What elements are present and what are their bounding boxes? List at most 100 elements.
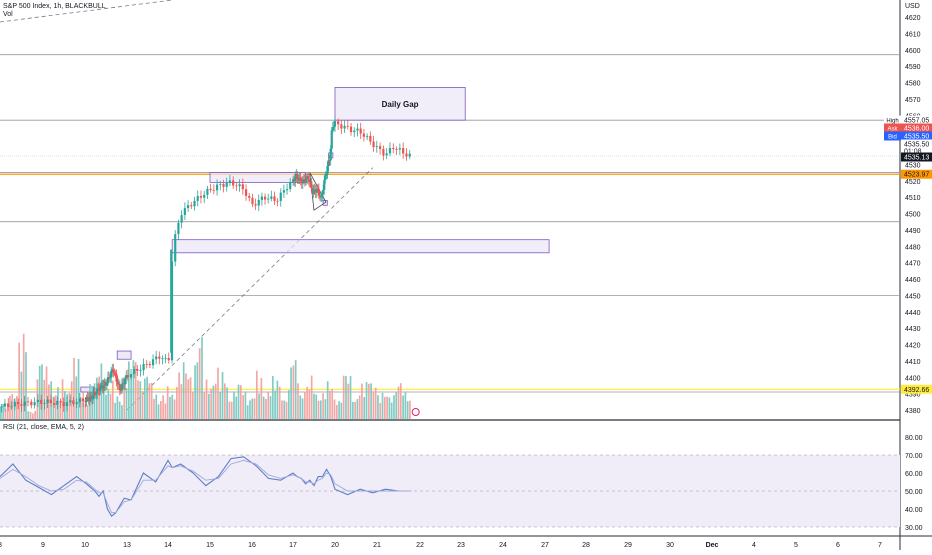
price-tick-label: 4580 [905, 81, 921, 88]
candle-body [267, 198, 270, 200]
candle-body [46, 399, 49, 404]
candle-body [53, 403, 56, 405]
volume-bar [82, 402, 84, 419]
volume-bar [189, 377, 192, 419]
volume-bar [349, 376, 352, 419]
volume-bar [198, 348, 201, 419]
candle-body [85, 397, 88, 402]
currency-label[interactable]: USD [905, 3, 920, 10]
volume-bar [406, 401, 409, 419]
alert-marker-icon[interactable] [411, 408, 420, 416]
price-tick-label: 4450 [905, 293, 921, 300]
volume-bar [107, 389, 110, 419]
candle-body [241, 184, 244, 190]
candle-body [164, 358, 167, 359]
volume-bar [150, 383, 153, 419]
daily-gap-label: Daily Gap [382, 100, 419, 109]
volume-bar [207, 393, 210, 419]
candle-body [23, 401, 26, 406]
volume-bar [329, 390, 331, 419]
volume-bar [155, 394, 158, 419]
candle-body [36, 399, 40, 403]
volume-bar [102, 379, 105, 419]
ask-tag-bg[interactable] [901, 123, 932, 133]
high-tag-bg[interactable] [901, 115, 932, 125]
candle-body [319, 196, 323, 198]
time-tick-label: 5 [794, 542, 798, 549]
candle-body [17, 401, 20, 405]
close-tag-bg[interactable] [901, 152, 932, 162]
volume-bar [36, 379, 39, 419]
volume-bar [84, 403, 87, 419]
price-tick-label: 4620 [905, 15, 921, 22]
small-zone[interactable] [80, 386, 94, 393]
rsi-line [0, 456, 412, 518]
zone-rect[interactable] [334, 87, 466, 121]
zone-rect[interactable] [209, 172, 306, 183]
candle-body [49, 399, 53, 404]
candle-body [369, 135, 372, 142]
volume-bar [118, 401, 121, 419]
volume-bar [285, 401, 288, 419]
volume-bar [395, 392, 398, 419]
orange-level-tag-bg[interactable] [901, 169, 932, 179]
candle-body [232, 180, 235, 186]
volume-bar [319, 400, 322, 419]
volume-bar [249, 400, 251, 419]
candle-body [378, 146, 382, 149]
candle-body [203, 194, 206, 198]
volume-bar [239, 385, 242, 419]
volume-bar [77, 359, 80, 419]
candle-body [257, 199, 260, 206]
volume-bar [221, 372, 224, 419]
candle-body [273, 196, 276, 201]
volume-bar [303, 391, 306, 419]
volume-bar [79, 397, 82, 419]
price-tick-label: 4400 [905, 375, 921, 382]
rsi-tick-label: 50.00 [905, 489, 923, 496]
price-tick-label: 4460 [905, 277, 921, 284]
volume-bar [52, 396, 55, 419]
volume-bar [127, 361, 130, 419]
candle-body [349, 126, 353, 133]
candle-body [289, 181, 292, 190]
volume-bar [148, 383, 151, 419]
candle-body [294, 177, 297, 182]
zone-rect[interactable] [171, 239, 550, 254]
time-tick-label: Dec [706, 542, 719, 549]
time-tick-label: 20 [331, 542, 339, 549]
volume-bar [383, 396, 386, 419]
volume-bar [45, 366, 48, 419]
countdown-tag-bg[interactable] [901, 146, 932, 156]
volume-bar [333, 399, 336, 419]
time-tick-label: 30 [666, 542, 674, 549]
volume-bar [143, 378, 146, 419]
yellow-level-tag-bg[interactable] [901, 384, 932, 394]
candle-body [356, 128, 359, 131]
price-tick-label: 4520 [905, 179, 921, 186]
volume-bar [59, 402, 62, 419]
small-zone[interactable] [116, 350, 132, 360]
volume-bar [187, 379, 190, 419]
candle-body [353, 130, 356, 133]
candle-body [110, 371, 113, 378]
candle-body [75, 402, 78, 405]
volume-bar [351, 401, 354, 419]
candle-body [408, 153, 411, 157]
rsi-line [0, 459, 412, 514]
volume-bar [404, 392, 407, 419]
candle-body [402, 148, 405, 154]
bid-tag-bg[interactable] [901, 131, 932, 141]
price-tick-label: 4470 [905, 261, 921, 268]
volume-bar [109, 393, 112, 419]
volume-bar [358, 395, 361, 419]
volume-bar [315, 394, 318, 419]
candle-body [317, 189, 320, 196]
trend-line-diagonal[interactable] [126, 167, 374, 411]
volume-bar [347, 383, 350, 419]
trend-line-top[interactable] [0, 0, 173, 23]
candle-body [126, 375, 129, 378]
last-tag-bg[interactable] [901, 139, 932, 149]
